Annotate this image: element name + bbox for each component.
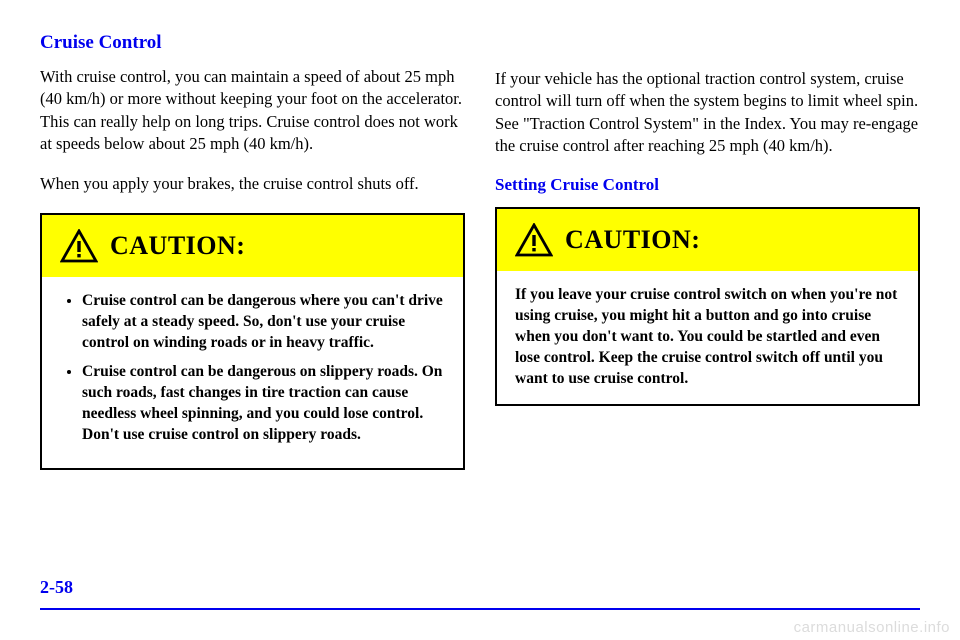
right-column: If your vehicle has the optional tractio… [495,32,920,470]
page-container: Cruise Control With cruise control, you … [0,0,960,640]
two-column-layout: Cruise Control With cruise control, you … [40,32,920,470]
caution-list: Cruise control can be dangerous where yo… [60,291,445,445]
cruise-control-title: Cruise Control [40,32,465,54]
caution-label-right: CAUTION: [565,225,700,255]
caution-body-right: If you leave your cruise control switch … [497,271,918,404]
caution-item-2: Cruise control can be dangerous on slipp… [82,362,445,446]
caution-box-left: CAUTION: Cruise control can be dangerous… [40,213,465,469]
page-number: 2-58 [40,577,73,598]
caution-label-left: CAUTION: [110,231,245,261]
intro-paragraph-right: If your vehicle has the optional tractio… [495,68,920,157]
caution-body-left: Cruise control can be dangerous where yo… [42,277,463,467]
warning-triangle-icon [60,229,98,263]
caution-header-right: CAUTION: [497,209,918,271]
setting-cruise-subtitle: Setting Cruise Control [495,175,920,195]
caution-box-right: CAUTION: If you leave your cruise contro… [495,207,920,406]
footer-rule [40,608,920,610]
watermark-text: carmanualsonline.info [794,619,950,636]
intro-paragraph-left: With cruise control, you can maintain a … [40,66,465,155]
warning-triangle-icon [515,223,553,257]
left-column: Cruise Control With cruise control, you … [40,32,465,470]
caution-header-left: CAUTION: [42,215,463,277]
brake-note: When you apply your brakes, the cruise c… [40,173,465,195]
caution-item-1: Cruise control can be dangerous where yo… [82,291,445,354]
